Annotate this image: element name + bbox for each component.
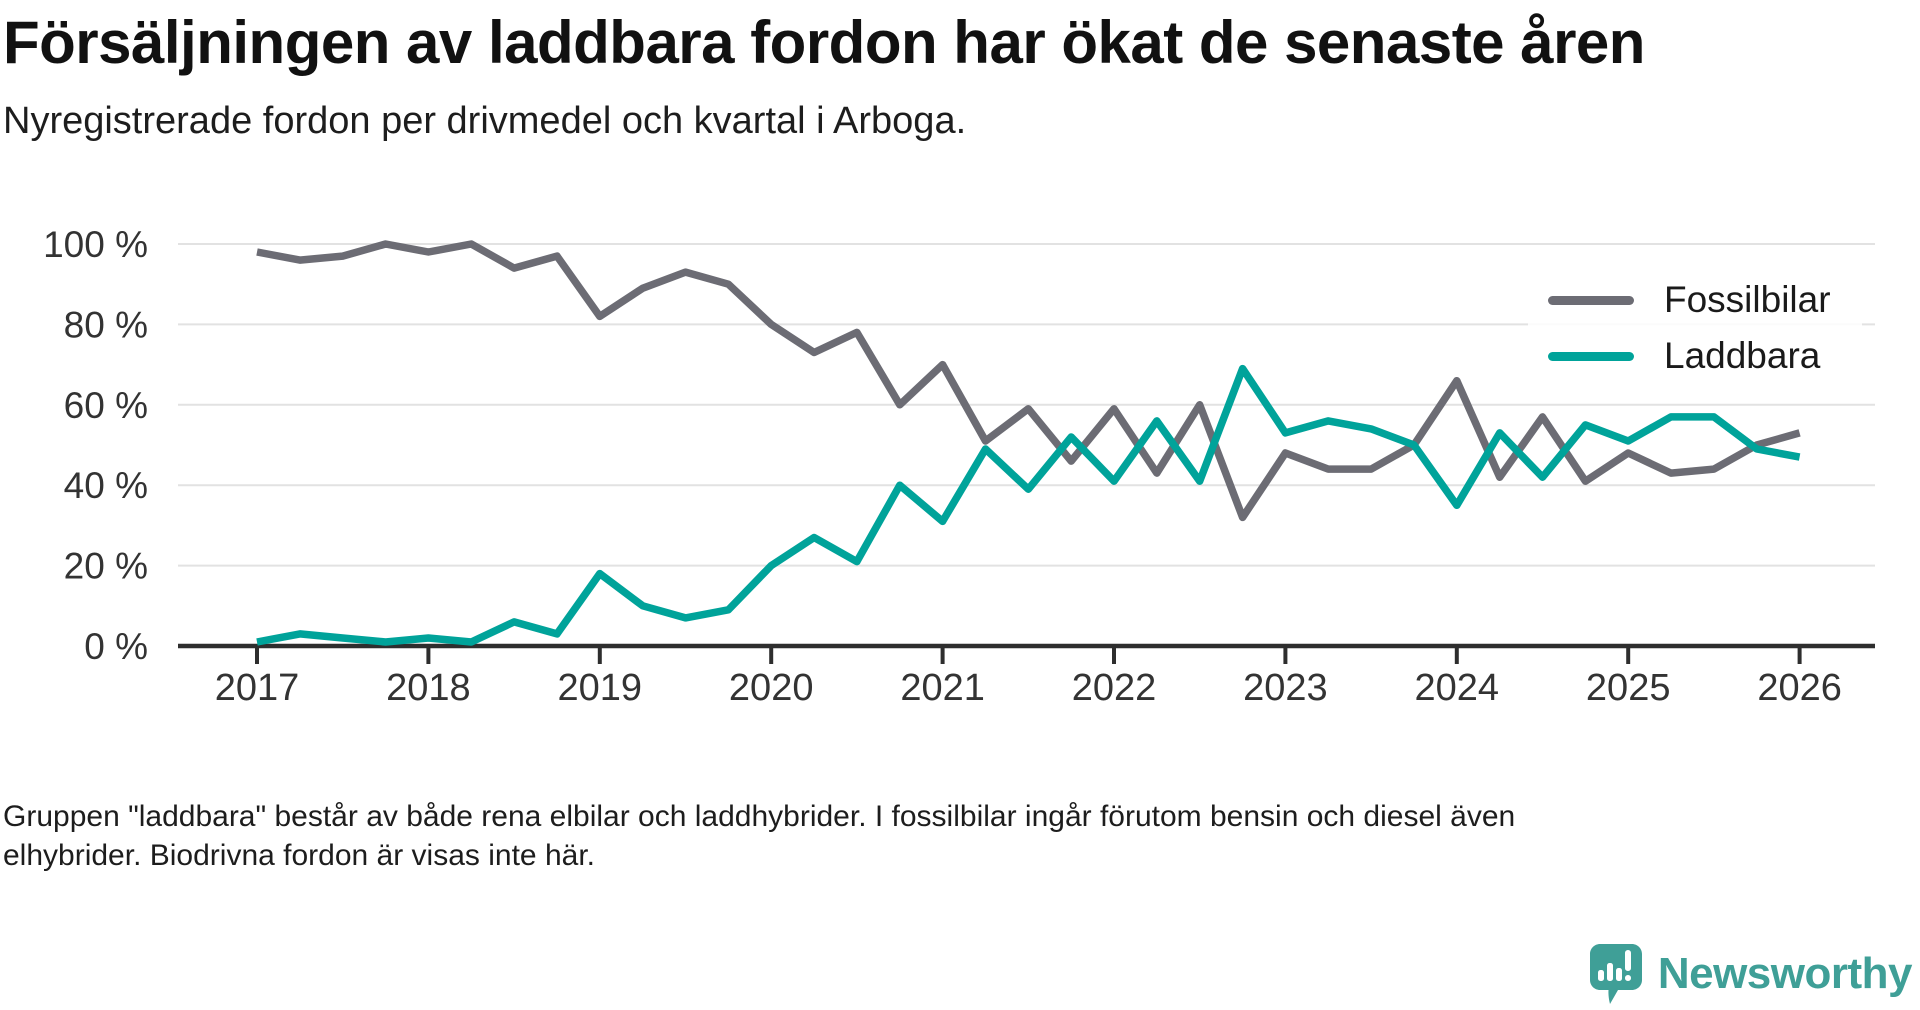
y-axis-label: 40 % bbox=[64, 465, 148, 506]
x-axis-label: 2022 bbox=[1072, 667, 1157, 709]
footnote-line-1: Gruppen "laddbara" består av både rena e… bbox=[3, 800, 1516, 833]
chart-legend: Fossilbilar Laddbara bbox=[1528, 258, 1862, 396]
legend-item-fossilbilar: Fossilbilar bbox=[1548, 272, 1862, 328]
x-axis-label: 2024 bbox=[1415, 667, 1500, 709]
newsworthy-logo-icon bbox=[1589, 944, 1642, 1004]
x-axis-label: 2023 bbox=[1243, 667, 1328, 709]
fossilbilar-line-swatch bbox=[1548, 295, 1634, 305]
logo-bar-1 bbox=[1597, 970, 1604, 981]
x-axis-label: 2026 bbox=[1757, 667, 1842, 709]
x-axis-label: 2019 bbox=[558, 667, 643, 709]
legend-item-laddbara: Laddbara bbox=[1548, 328, 1862, 384]
newsworthy-logo-text: Newsworthy bbox=[1657, 949, 1913, 998]
legend-label-laddbara: Laddbara bbox=[1664, 335, 1821, 376]
chart-footnote: Gruppen "laddbara" består av både rena e… bbox=[3, 797, 1515, 875]
y-axis-label: 60 % bbox=[64, 385, 148, 426]
legend-label-fossilbilar: Fossilbilar bbox=[1664, 279, 1831, 320]
page-title: Försäljningen av laddbara fordon har öka… bbox=[3, 9, 1645, 76]
y-axis-label: 20 % bbox=[64, 546, 148, 587]
y-axis-label: 100 % bbox=[43, 224, 148, 265]
logo-bar-3 bbox=[1615, 968, 1622, 981]
page-subtitle: Nyregistrerade fordon per drivmedel och … bbox=[3, 100, 967, 142]
x-axis-label: 2017 bbox=[215, 667, 300, 709]
fossilbilar-line bbox=[256, 240, 1801, 522]
logo-exclamation-dot bbox=[1624, 975, 1631, 981]
x-axis-label: 2025 bbox=[1586, 667, 1671, 709]
x-axis-label: 2020 bbox=[729, 667, 814, 709]
y-axis-label: 0 % bbox=[84, 626, 148, 667]
newsworthy-logo: Newsworthy bbox=[1588, 942, 1913, 1006]
y-axis-label: 80 % bbox=[64, 304, 148, 345]
footnote-line-2: elhybrider. Biodrivna fordon är visas in… bbox=[3, 839, 595, 872]
laddbara-line-swatch bbox=[1548, 351, 1634, 361]
x-axis-label: 2018 bbox=[386, 667, 471, 709]
laddbara-line bbox=[256, 364, 1801, 646]
logo-bar-2 bbox=[1606, 963, 1613, 981]
logo-exclamation-bar bbox=[1624, 950, 1631, 971]
x-axis-label: 2021 bbox=[900, 667, 985, 709]
